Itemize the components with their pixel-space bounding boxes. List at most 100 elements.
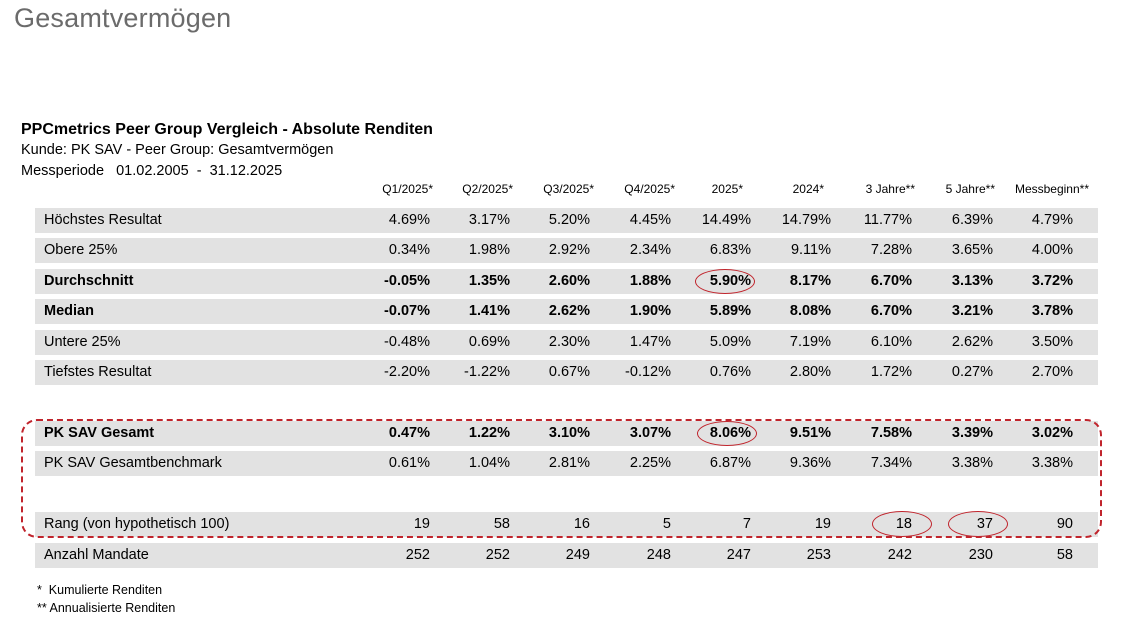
table-cell: 16 xyxy=(573,516,590,532)
report-subtitle: Kunde: PK SAV - Peer Group: Gesamtvermög… xyxy=(21,142,334,158)
table-cell: 6.39% xyxy=(951,212,993,228)
table-cell: 3.17% xyxy=(468,212,510,228)
table-cell: 1.22% xyxy=(468,425,510,441)
table-cell: 7.34% xyxy=(870,455,912,471)
table-cell: 1.04% xyxy=(468,455,510,471)
row-label: Durchschnitt xyxy=(44,273,134,289)
table-cell: 90 xyxy=(1056,516,1073,532)
table-cell: 1.47% xyxy=(629,334,671,350)
footnote-kumuliert: * Kumulierte Renditen xyxy=(37,583,163,597)
table-cell: 19 xyxy=(413,516,430,532)
table-cell: 6.10% xyxy=(870,334,912,350)
table-cell: 6.70% xyxy=(870,303,912,319)
table-cell: 252 xyxy=(485,547,510,563)
table-cell: 2.30% xyxy=(548,334,590,350)
table-cell: 2.70% xyxy=(1031,364,1073,380)
table-cell: 8.08% xyxy=(789,303,831,319)
table-cell: 8.17% xyxy=(789,273,831,289)
footnote-annualisiert: ** Annualisierte Renditen xyxy=(37,601,176,615)
table-cell: 2.25% xyxy=(629,455,671,471)
table-cell: 2.60% xyxy=(548,273,590,289)
table-cell: -0.12% xyxy=(625,364,671,380)
table-cell: 7.19% xyxy=(789,334,831,350)
column-header: Messbeginn** xyxy=(1014,182,1089,196)
table-cell: 0.61% xyxy=(388,455,430,471)
table-cell: -0.07% xyxy=(384,303,430,319)
row-label: Anzahl Mandate xyxy=(44,547,149,563)
table-cell: 248 xyxy=(646,547,671,563)
page-title: Gesamtvermögen xyxy=(14,3,232,33)
table-cell: 58 xyxy=(1056,547,1073,563)
table-cell: 253 xyxy=(806,547,831,563)
table-cell: 252 xyxy=(405,547,430,563)
table-cell: 14.49% xyxy=(701,212,751,228)
table-cell: 3.07% xyxy=(629,425,671,441)
column-header: Q2/2025* xyxy=(462,182,513,196)
table-cell: 0.47% xyxy=(388,425,430,441)
table-cell: 3.72% xyxy=(1031,273,1073,289)
table-cell: 3.38% xyxy=(951,455,993,471)
row-label: Tiefstes Resultat xyxy=(44,364,152,380)
table-cell: 7.58% xyxy=(870,425,912,441)
table-row: Tiefstes Resultat -2.20% -1.22% 0.67% -0.12%… xyxy=(35,360,1098,385)
table-cell: 1.90% xyxy=(629,303,671,319)
table-cell: 230 xyxy=(968,547,993,563)
table-cell: 3.13% xyxy=(951,273,993,289)
table-cell: 18 xyxy=(895,516,912,532)
table-cell: 11.77% xyxy=(863,212,912,228)
table-cell: 2.92% xyxy=(548,242,590,258)
table-cell: 4.45% xyxy=(629,212,671,228)
table-cell: 1.41% xyxy=(468,303,510,319)
table-cell: 2.62% xyxy=(951,334,993,350)
column-header: Q3/2025* xyxy=(543,182,594,196)
table-cell: 9.11% xyxy=(790,242,831,258)
table-cell: 7 xyxy=(742,516,751,532)
table-cell: 3.39% xyxy=(951,425,993,441)
column-header: 5 Jahre** xyxy=(945,182,995,196)
table-cell: 9.51% xyxy=(789,425,831,441)
table-cell: 14.79% xyxy=(781,212,831,228)
table-cell: 3.65% xyxy=(951,242,993,258)
table-cell: 0.76% xyxy=(709,364,751,380)
table-cell: 1.88% xyxy=(629,273,671,289)
table-cell: 1.98% xyxy=(468,242,510,258)
table-row: Untere 25% -0.48% 0.69% 2.30% 1.47% 5.09% 7.19… xyxy=(35,330,1098,355)
table-row: Durchschnitt -0.05% 1.35% 2.60% 1.88% 5.90% 8.… xyxy=(35,269,1098,294)
table-row: Höchstes Resultat 4.69% 3.17% 5.20% 4.45% 14.… xyxy=(35,208,1098,233)
table-cell: 0.69% xyxy=(468,334,510,350)
table-cell: 9.36% xyxy=(789,455,831,471)
table-row xyxy=(35,482,1098,507)
table-cell: 2.80% xyxy=(789,364,831,380)
table-cell: 1.72% xyxy=(870,364,912,380)
table-cell: 2.62% xyxy=(548,303,590,319)
table-cell: 3.21% xyxy=(951,303,993,319)
table-cell: 58 xyxy=(493,516,510,532)
table-cell: -2.20% xyxy=(384,364,430,380)
table-cell: 0.27% xyxy=(951,364,993,380)
table-cell: 19 xyxy=(814,516,831,532)
row-label: PK SAV Gesamtbenchmark xyxy=(44,455,222,471)
table-cell: 2.81% xyxy=(548,455,590,471)
column-header: 2025* xyxy=(711,182,743,196)
row-label: Rang (von hypothetisch 100) xyxy=(44,516,230,532)
table-cell: 1.35% xyxy=(468,273,510,289)
table-cell: 8.06% xyxy=(709,425,751,441)
column-header: Q1/2025* xyxy=(382,182,433,196)
table-cell: 247 xyxy=(726,547,751,563)
table-cell: 5.20% xyxy=(548,212,590,228)
table-cell: 2.34% xyxy=(629,242,671,258)
table-cell: 4.00% xyxy=(1031,242,1073,258)
table-cell: 6.87% xyxy=(709,455,751,471)
table-cell: 6.83% xyxy=(709,242,751,258)
table-cell: -1.22% xyxy=(464,364,510,380)
column-header: Q4/2025* xyxy=(624,182,675,196)
table-cell: 4.69% xyxy=(388,212,430,228)
table-row: PK SAV Gesamt 0.47% 1.22% 3.10% 3.07% 8.06% 9.… xyxy=(35,421,1098,446)
table-row: Obere 25% 0.34% 1.98% 2.92% 2.34% 6.83% 9.11% 7… xyxy=(35,238,1098,263)
row-label: PK SAV Gesamt xyxy=(44,425,155,441)
table-cell: 0.34% xyxy=(388,242,430,258)
table-cell: 0.67% xyxy=(548,364,590,380)
table-row: Rang (von hypothetisch 100) 19 58 16 5 7 19 18 3… xyxy=(35,512,1098,537)
row-label: Untere 25% xyxy=(44,334,121,350)
column-header: 3 Jahre** xyxy=(865,182,915,196)
